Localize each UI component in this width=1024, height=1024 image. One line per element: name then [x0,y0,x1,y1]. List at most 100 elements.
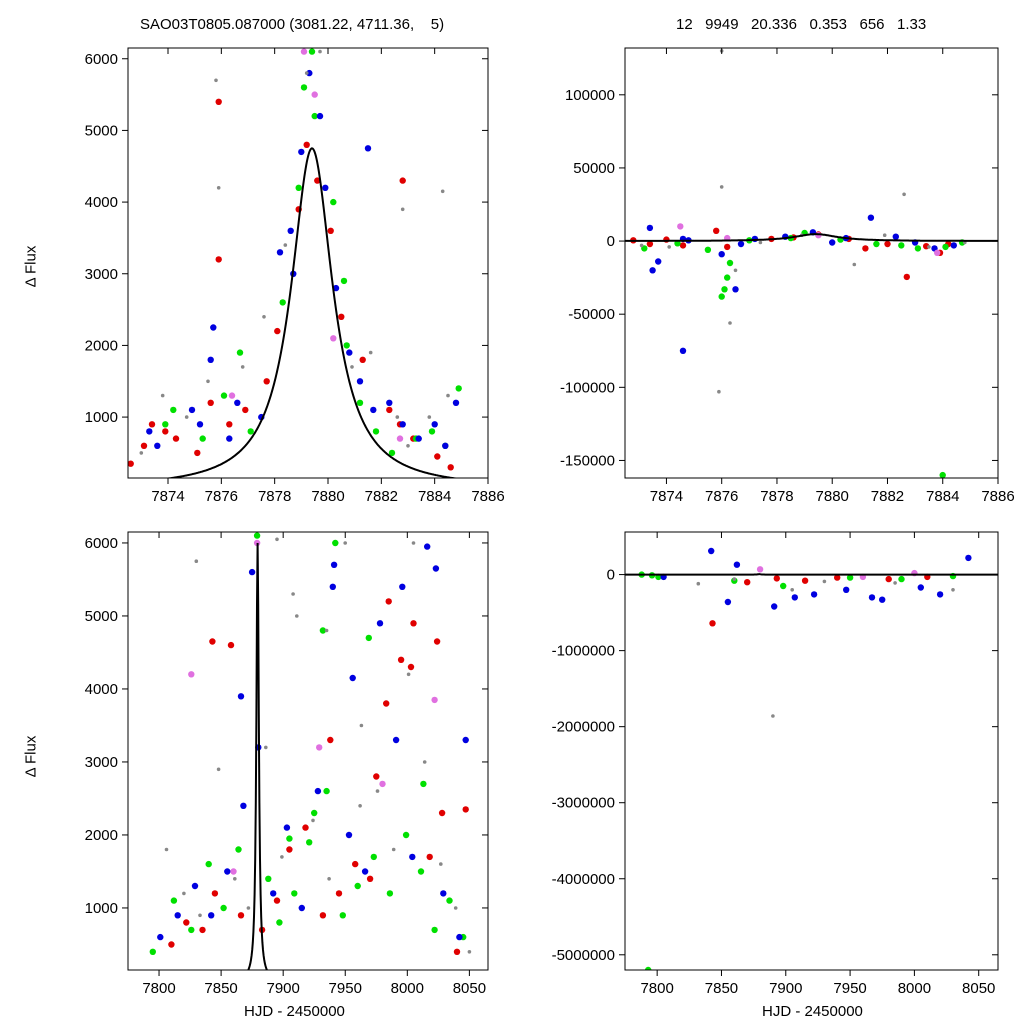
data-point-green [356,399,364,406]
data-point-blue [314,787,322,795]
data-point-violet [188,671,195,678]
plot-frame [624,47,999,479]
x-tick-label: 7886 [981,488,1014,505]
data-point-green [939,471,946,478]
data-point-red [713,227,720,234]
y-tick-label: 2000 [85,337,118,354]
x-tick-label: 8050 [962,980,995,997]
data-point-red [335,890,343,897]
data-point-red [215,98,222,106]
y-tick-label: 6000 [85,535,118,552]
data-point-green [300,84,308,91]
data-point-blue [950,242,957,249]
y-tick-label: 50000 [573,160,615,177]
data-point-blue [237,693,245,700]
data-point-gray [182,891,186,896]
data-point-green [428,428,436,435]
data-point-gray [427,415,432,419]
x-tick-label: 7876 [205,488,238,505]
data-point-violet [316,744,323,751]
data-point-green [780,582,787,590]
data-point-violet [300,48,308,55]
y-tick-label: -150000 [560,452,615,469]
data-point-gray [327,877,331,881]
data-point-blue [370,406,377,414]
data-point-gray [184,415,189,419]
data-point-green [308,48,316,55]
data-point-blue [346,349,353,356]
data-point-blue [424,543,431,550]
model-curve [164,147,460,478]
data-point-gray [667,245,671,249]
x-tick-label: 7882 [871,488,904,505]
y-tick-label: 0 [607,233,615,250]
data-point-red [646,240,654,248]
data-point-gray [240,365,245,369]
data-point-gray [139,451,144,455]
y-tick-label: 6000 [85,51,118,68]
data-point-blue [868,594,876,601]
data-point-green [170,406,177,414]
data-point-gray [639,243,644,248]
data-point-violet [934,249,941,256]
data-point-red [834,574,841,581]
data-point-blue [356,378,364,385]
data-point-green [386,890,394,897]
data-point-red [434,453,441,460]
y-tick-label: 5000 [85,122,118,139]
data-point-gray [246,906,251,910]
data-point-gray [216,186,221,190]
x-tick-label: 7900 [266,980,299,997]
data-point-blue [224,868,231,875]
y-tick-label: -4000000 [552,871,615,888]
data-point-green [311,809,318,817]
data-point-red [862,245,869,252]
data-point-green [311,112,318,120]
data-point-gray [264,745,268,750]
x-tick-label: 7900 [769,980,802,997]
data-point-blue [456,933,463,941]
data-point-red [383,700,390,707]
data-point-red [314,177,321,184]
y-tick-label: 3000 [85,754,118,771]
data-point-gray [262,315,266,319]
data-point-gray [400,207,405,212]
data-point-red [426,853,433,861]
data-point-blue [649,267,656,274]
data-point-gray [411,541,416,545]
data-point-gray [216,767,221,772]
x-tick-label: 7882 [365,488,398,505]
data-point-green [295,184,302,191]
data-point-blue [679,347,687,354]
data-point-blue [174,912,181,919]
data-point-blue [345,831,353,839]
x-tick-label: 8000 [391,980,424,997]
data-point-blue [936,591,944,598]
data-point-gray [852,262,857,267]
data-point-red [373,773,380,780]
data-point-red [183,919,190,926]
data-point-gray [446,393,450,398]
x-tick-label: 7850 [705,980,738,997]
data-point-red [162,428,169,435]
data-point-green [199,435,206,442]
data-point-gray [198,913,202,918]
data-point-blue [440,890,447,897]
data-point-blue [771,603,778,610]
data-point-blue [287,227,294,234]
data-point-red [319,912,327,919]
plot-frame [127,531,489,971]
data-point-green [354,882,361,890]
data-point-red [237,912,245,919]
data-point-green [446,897,453,904]
plot-frame [127,47,489,479]
data-point-green [170,897,178,904]
data-point-blue [843,586,850,593]
data-point-red [263,378,270,385]
data-point-red [462,806,469,813]
data-point-green [726,259,734,267]
data-point-green [417,868,425,875]
data-point-green [704,246,712,253]
data-point-gray [206,379,210,384]
